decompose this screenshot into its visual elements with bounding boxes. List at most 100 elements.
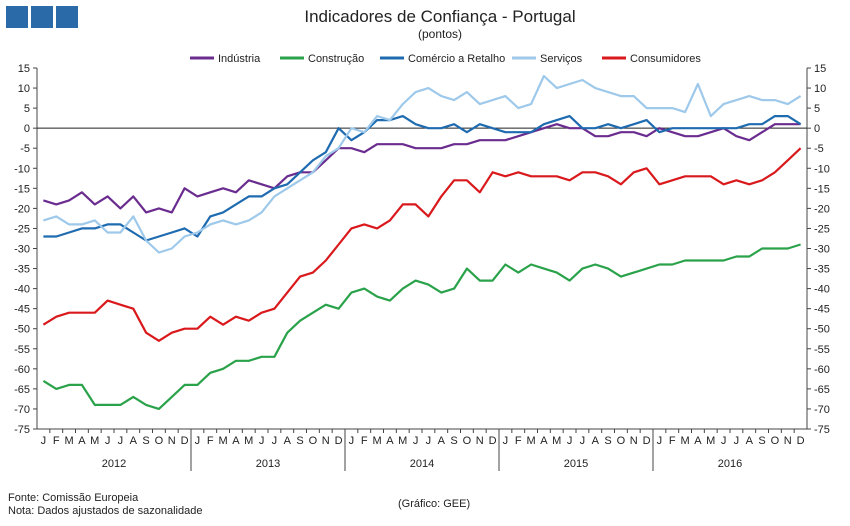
x-month-label: F	[361, 435, 368, 447]
x-month-label: A	[694, 435, 702, 447]
legend: Indústria Construção Comércio a Retalho Ser…	[190, 53, 701, 65]
x-month-label: S	[604, 435, 611, 447]
x-month-label: J	[657, 435, 663, 447]
y-tick-label-left: -65	[14, 384, 30, 396]
x-month-label: M	[706, 435, 715, 447]
x-month-label: M	[218, 435, 227, 447]
x-month-label: N	[322, 435, 330, 447]
y-tick-label-right: -50	[814, 324, 830, 336]
logo-square-2	[31, 6, 53, 28]
x-month-label: J	[259, 435, 265, 447]
chart-title: Indicadores de Confiança - Portugal	[304, 7, 575, 26]
x-month-label: O	[463, 435, 472, 447]
x-month-label: M	[552, 435, 561, 447]
logo-square-1	[6, 6, 28, 28]
x-month-label: A	[438, 435, 446, 447]
x-month-label: F	[515, 435, 522, 447]
series-line-4	[42, 147, 802, 342]
y-tick-label-left: -25	[14, 223, 30, 235]
y-tick-label-left: 10	[18, 83, 30, 95]
y-tick-label-left: 0	[24, 123, 30, 135]
x-month-label: D	[489, 435, 497, 447]
logo-square-3	[56, 6, 78, 28]
x-month-label: N	[476, 435, 484, 447]
x-month-label: A	[386, 435, 394, 447]
x-month-label: M	[372, 435, 381, 447]
y-tick-label-left: -15	[14, 183, 30, 195]
legend-label-1: Construção	[308, 53, 364, 65]
x-month-label: A	[746, 435, 754, 447]
x-month-label: S	[142, 435, 149, 447]
y-tick-label-right: 10	[814, 83, 826, 95]
y-tick-label-right: -60	[814, 364, 830, 376]
x-year-label: 2012	[102, 458, 126, 470]
x-month-label: J	[195, 435, 201, 447]
y-tick-label-right: 0	[814, 123, 820, 135]
x-month-label: M	[398, 435, 407, 447]
legend-label-4: Consumidores	[630, 53, 701, 65]
x-month-label: A	[540, 435, 548, 447]
y-tick-label-left: -5	[20, 143, 30, 155]
y-tick-label-right: 15	[814, 63, 826, 75]
x-month-label: F	[669, 435, 676, 447]
x-month-label: J	[41, 435, 47, 447]
x-month-label: M	[244, 435, 253, 447]
x-month-label: O	[155, 435, 164, 447]
footer-source: Fonte: Comissão Europeia	[8, 492, 139, 504]
y-tick-label-right: -45	[814, 304, 830, 316]
y-tick-label-left: -35	[14, 264, 30, 276]
y-tick-label-left: -10	[14, 163, 30, 175]
x-month-label: J	[721, 435, 727, 447]
x-month-label: M	[526, 435, 535, 447]
y-tick-label-left: -30	[14, 244, 30, 256]
y-tick-label-right: -30	[814, 244, 830, 256]
x-year-label: 2014	[410, 458, 434, 470]
x-month-label: J	[503, 435, 509, 447]
x-month-label: J	[272, 435, 278, 447]
x-month-label: O	[617, 435, 626, 447]
y-tick-label-right: -75	[814, 424, 830, 436]
x-month-label: D	[797, 435, 805, 447]
x-month-label: A	[284, 435, 292, 447]
y-tick-label-left: -55	[14, 344, 30, 356]
series-line-2	[43, 114, 802, 242]
y-tick-label-left: -45	[14, 304, 30, 316]
x-month-label: A	[78, 435, 86, 447]
x-month-label: S	[450, 435, 457, 447]
y-tick-label-right: -25	[814, 223, 830, 235]
x-month-label: J	[105, 435, 111, 447]
x-year-label: 2015	[564, 458, 588, 470]
y-tick-label-right: -20	[814, 203, 830, 215]
series-line-0	[43, 123, 801, 214]
x-month-label: S	[296, 435, 303, 447]
y-tick-label-right: 5	[814, 103, 820, 115]
axes: 15 15 10 10 5 5 0 0 -5 -5 -10 -10 -15 -15 -20 -20 -25 -25…	[14, 63, 830, 471]
y-tick-label-left: -70	[14, 404, 30, 416]
y-tick-label-left: 15	[18, 63, 30, 75]
x-month-label: J	[413, 435, 419, 447]
x-month-label: A	[232, 435, 240, 447]
x-month-label: F	[53, 435, 60, 447]
y-tick-label-right: -15	[814, 183, 830, 195]
footer-credit: (Gráfico: GEE)	[398, 498, 471, 510]
x-month-label: N	[168, 435, 176, 447]
legend-label-3: Serviços	[540, 53, 583, 65]
y-tick-label-right: -40	[814, 284, 830, 296]
legend-label-0: Indústria	[218, 53, 261, 65]
x-month-label: D	[181, 435, 189, 447]
x-month-label: M	[90, 435, 99, 447]
y-tick-label-right: -35	[814, 264, 830, 276]
x-month-label: M	[64, 435, 73, 447]
x-month-label: J	[349, 435, 355, 447]
series-line-3	[43, 74, 802, 254]
x-month-label: F	[207, 435, 214, 447]
x-month-label: J	[580, 435, 586, 447]
x-month-label: A	[592, 435, 600, 447]
x-month-label: N	[784, 435, 792, 447]
y-tick-label-left: -50	[14, 324, 30, 336]
y-tick-label-left: -40	[14, 284, 30, 296]
confidence-chart: Indicadores de Confiança - Portugal (pon…	[14, 7, 830, 471]
x-month-label: D	[643, 435, 651, 447]
y-tick-label-right: -5	[814, 143, 824, 155]
x-month-label: D	[335, 435, 343, 447]
